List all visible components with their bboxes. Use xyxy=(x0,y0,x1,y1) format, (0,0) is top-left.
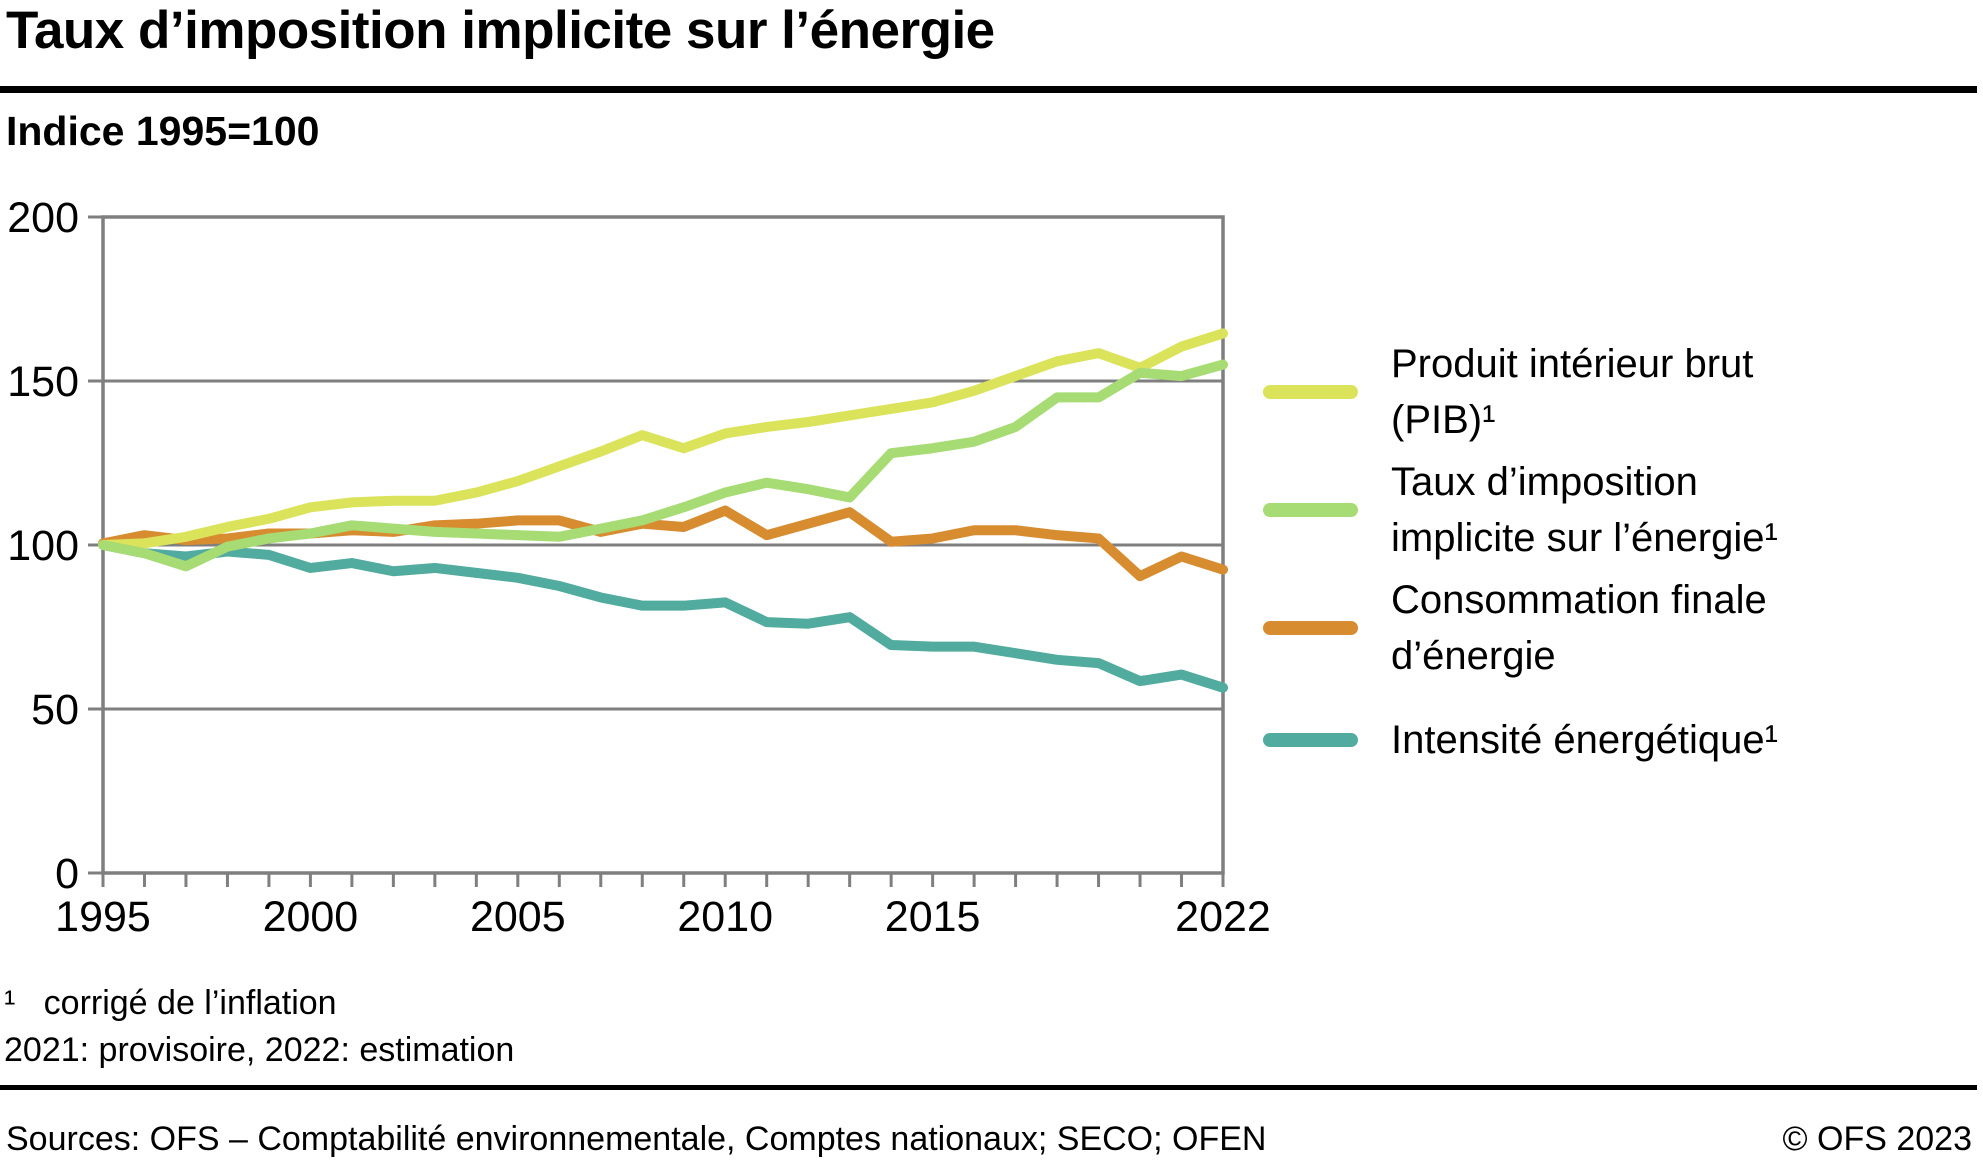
footnote-provisional: 2021: provisoire, 2022: estimation xyxy=(4,1031,515,1069)
y-tick-label-0: 0 xyxy=(55,850,79,898)
x-tick-label-2010: 2010 xyxy=(677,893,773,941)
index-subtitle: Indice 1995=100 xyxy=(6,108,320,154)
x-tick-label-2022: 2022 xyxy=(1175,893,1271,941)
legend-item-0: Produit intérieur brut (PIB)¹ xyxy=(1263,336,1973,448)
legend-label: Taux d’imposition implicite sur l’énergi… xyxy=(1391,460,1778,560)
copyright-text: © OFS 2023 xyxy=(1782,1120,1972,1158)
legend-swatch-icon xyxy=(1263,503,1358,517)
x-tick-label-1995: 1995 xyxy=(55,893,151,941)
legend-label: Consommation finale d’énergie xyxy=(1391,578,1767,678)
title-divider xyxy=(0,86,1977,93)
footnote-inflation: ¹ corrigé de l’inflation xyxy=(4,984,337,1022)
y-tick-label-100: 100 xyxy=(7,522,79,570)
y-tick-label-150: 150 xyxy=(7,358,79,406)
series-line-0 xyxy=(98,328,1228,550)
sources-text: Sources: OFS – Comptabilité environnemen… xyxy=(6,1120,1267,1158)
page-title: Taux d’imposition implicite sur l’énergi… xyxy=(6,1,995,60)
legend-label: Produit intérieur brut (PIB)¹ xyxy=(1391,342,1754,442)
chart-legend: Produit intérieur brut (PIB)¹ Taux d’impo… xyxy=(1263,336,1973,774)
legend-label: Intensité énergétique¹ xyxy=(1391,718,1778,762)
series-line-3 xyxy=(98,540,1228,693)
x-tick-label-2000: 2000 xyxy=(263,893,359,941)
y-tick-label-50: 50 xyxy=(31,686,79,734)
x-tick-label-2005: 2005 xyxy=(470,893,566,941)
footer-divider xyxy=(0,1085,1977,1090)
legend-item-1: Taux d’imposition implicite sur l’énergi… xyxy=(1263,454,1973,566)
footer-bar: Sources: OFS – Comptabilité environnemen… xyxy=(6,1120,1972,1159)
series-line-1 xyxy=(98,359,1228,572)
legend-item-3: Intensité énergétique¹ xyxy=(1263,712,1973,768)
x-tick-label-2015: 2015 xyxy=(885,893,981,941)
legend-item-2: Consommation finale d’énergie xyxy=(1263,572,1973,684)
legend-swatch-icon xyxy=(1263,733,1358,747)
legend-swatch-icon xyxy=(1263,385,1358,399)
y-tick-label-200: 200 xyxy=(7,194,79,242)
legend-swatch-icon xyxy=(1263,621,1358,635)
